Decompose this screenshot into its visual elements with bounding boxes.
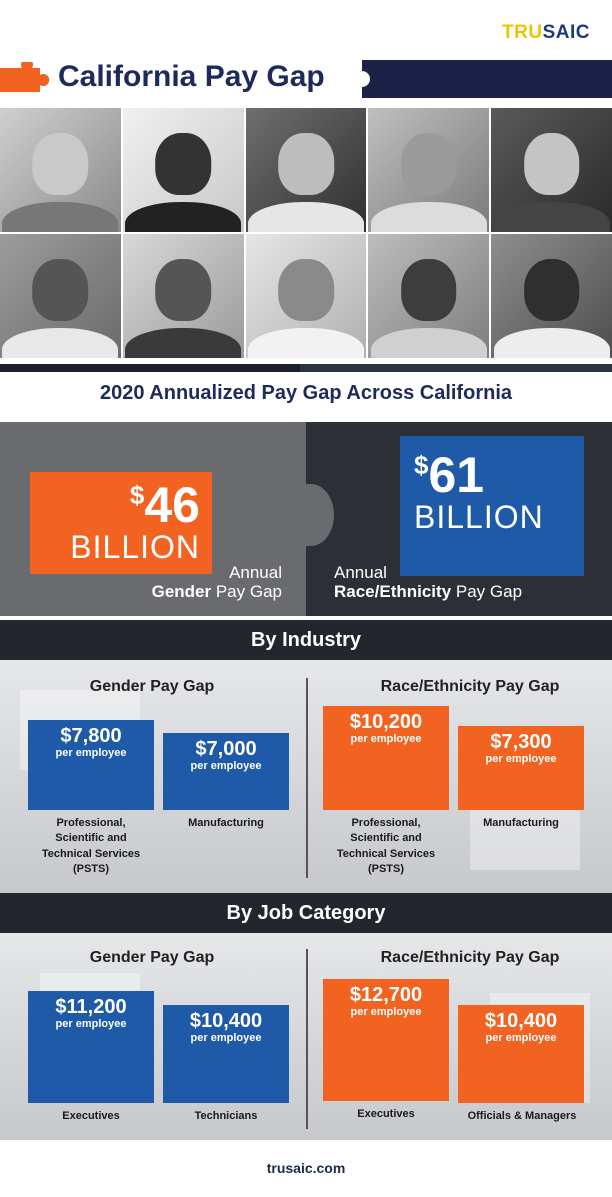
by-industry-section: Gender Pay Gap Race/Ethnicity Pay Gap $7… (0, 660, 612, 893)
caption-bold: Race/Ethnicity (334, 581, 452, 601)
divider-strip (0, 364, 612, 372)
portrait-photo (0, 234, 121, 358)
puzzle-piece-icon (0, 62, 50, 92)
annual-pay-gap-heading: 2020 Annualized Pay Gap Across Californi… (100, 382, 512, 404)
gender-total-box: $46 BILLION (30, 472, 212, 574)
per-employee: per employee (190, 760, 262, 772)
portrait-photo (245, 108, 367, 232)
per-employee: per employee (55, 747, 127, 759)
industry-gender-psts-label: Professional, Scientific and Technical S… (41, 817, 141, 876)
caption-rest: Pay Gap (451, 581, 523, 601)
gender-total-amount: 46 (144, 477, 200, 533)
industry-gender-manufacturing-label: Manufacturing (188, 817, 264, 829)
section-divider (306, 949, 308, 1129)
job-gender-executives-label: Executives (62, 1110, 120, 1122)
race-total-caption: Annual Race/Ethnicity Pay Gap (334, 563, 594, 601)
race-total-unit: BILLION (414, 499, 544, 535)
per-employee: per employee (485, 753, 557, 765)
by-industry-heading: By Industry (0, 620, 612, 660)
industry-race-manufacturing-card: $7,300 per employee (458, 726, 584, 810)
amount: $7,000 (195, 738, 257, 760)
title-accent-bar (354, 60, 612, 98)
puzzle-knob-shape (354, 71, 370, 87)
portrait-grid (0, 108, 612, 358)
gender-total-unit: BILLION (70, 529, 200, 565)
portrait-photo (491, 108, 612, 232)
per-employee: per employee (350, 733, 422, 745)
portrait-photo (122, 108, 244, 232)
industry-race-manufacturing-label: Manufacturing (483, 817, 559, 829)
per-employee: per employee (350, 1006, 422, 1018)
logo-part-tru: TRU (502, 22, 543, 43)
portrait-photo (0, 108, 121, 232)
amount: $10,200 (349, 711, 423, 733)
amount: $10,400 (189, 1010, 263, 1032)
industry-gender-psts-card: $7,800 per employee (28, 720, 154, 810)
industry-race-psts-card: $10,200 per employee (323, 706, 449, 810)
job-gender-technicians-label: Technicians (194, 1110, 258, 1122)
caption-line: Annual (229, 563, 282, 582)
totals-panel: $46 BILLION Annual Gender Pay Gap $61 BI… (0, 422, 612, 616)
race-total-box: $61 BILLION (400, 436, 584, 576)
per-employee: per employee (485, 1032, 557, 1044)
industry-race-psts-label: Professional, Scientific and Technical S… (336, 817, 436, 876)
job-gender-technicians-card: $10,400 per employee (163, 1005, 289, 1103)
portrait-photo (368, 108, 490, 232)
amount: $12,700 (349, 984, 423, 1006)
caption-bold: Gender (151, 581, 212, 601)
industry-gender-manufacturing-card: $7,000 per employee (163, 733, 289, 810)
amount: $7,300 (490, 731, 552, 753)
portrait-photo (245, 234, 367, 358)
industry-gender-heading: Gender Pay Gap (89, 678, 215, 695)
currency-symbol: $ (129, 480, 145, 510)
job-race-executives-label: Executives (357, 1108, 415, 1120)
currency-symbol: $ (414, 450, 429, 480)
job-race-heading: Race/Ethnicity Pay Gap (380, 949, 560, 966)
job-race-executives-card: $12,700 per employee (323, 979, 449, 1101)
portrait-photo (491, 234, 612, 358)
gender-total-caption: Annual Gender Pay Gap (100, 563, 282, 601)
amount: $10,400 (484, 1010, 558, 1032)
by-job-category-heading: By Job Category (0, 893, 612, 933)
portrait-photo (368, 234, 490, 358)
puzzle-knob-shape (288, 484, 334, 546)
by-job-category-section: Gender Pay Gap Race/Ethnicity Pay Gap $1… (0, 933, 612, 1140)
footer-website: trusaic.com (0, 1140, 612, 1197)
per-employee: per employee (190, 1032, 262, 1044)
amount: $7,800 (60, 725, 122, 747)
job-gender-executives-card: $11,200 per employee (28, 991, 154, 1103)
industry-race-heading: Race/Ethnicity Pay Gap (380, 678, 560, 695)
job-race-officials-managers-label: Officials & Managers (467, 1110, 577, 1122)
job-race-officials-managers-card: $10,400 per employee (458, 1005, 584, 1103)
portrait-photo (122, 234, 244, 358)
section-divider (306, 678, 308, 878)
caption-rest: Pay Gap (211, 581, 282, 601)
job-gender-heading: Gender Pay Gap (89, 949, 215, 966)
per-employee: per employee (55, 1018, 127, 1030)
caption-line: Annual (334, 563, 387, 582)
race-total-amount: 61 (428, 447, 485, 503)
amount: $11,200 (55, 996, 127, 1018)
title-row: California Pay Gap (0, 58, 612, 102)
page-title: California Pay Gap (58, 60, 325, 93)
trusaic-logo: TRUSAIC (502, 22, 590, 44)
logo-part-saic: SAIC (542, 22, 590, 43)
